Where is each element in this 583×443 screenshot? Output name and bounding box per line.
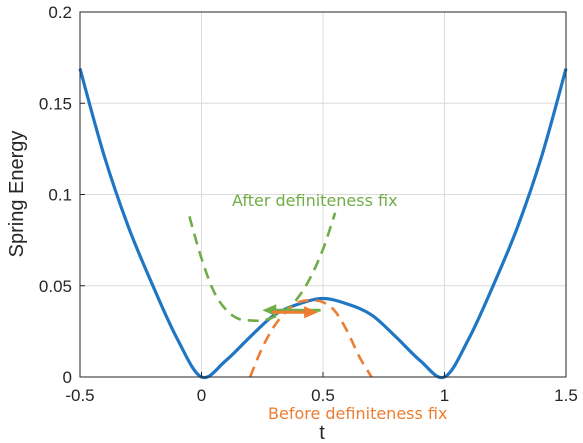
axis-ticks: -0.5 0 0.5 1 1.500.050.10.150.2 (39, 3, 578, 405)
y-tick-label: 0 (63, 368, 72, 387)
data-series (78, 68, 568, 380)
annotation-arrows (262, 304, 321, 319)
before-fix-curve (248, 299, 373, 378)
x-tick-label: -0.5 (65, 386, 94, 405)
annotation-before-fix: Before definiteness fix (268, 404, 447, 423)
y-tick-label: 0.2 (48, 3, 72, 22)
y-tick-label: 0.05 (39, 277, 72, 296)
x-tick-label: 1 (440, 386, 449, 405)
after-fix-curve (188, 212, 337, 323)
x-tick-label: 1.5 (554, 386, 578, 405)
arrow-head (262, 304, 277, 317)
x-tick-label: 0.5 (311, 386, 335, 405)
y-tick-label: 0.1 (48, 186, 72, 205)
x-axis-label: t (319, 422, 325, 443)
annotation-after-fix: After definiteness fix (232, 191, 398, 210)
arrow-head (304, 306, 319, 319)
x-tick-label: 0 (197, 386, 206, 405)
y-tick-label: 0.15 (39, 94, 72, 113)
spring-energy-curve (78, 68, 568, 380)
y-axis-label: Spring Energy (6, 131, 28, 258)
